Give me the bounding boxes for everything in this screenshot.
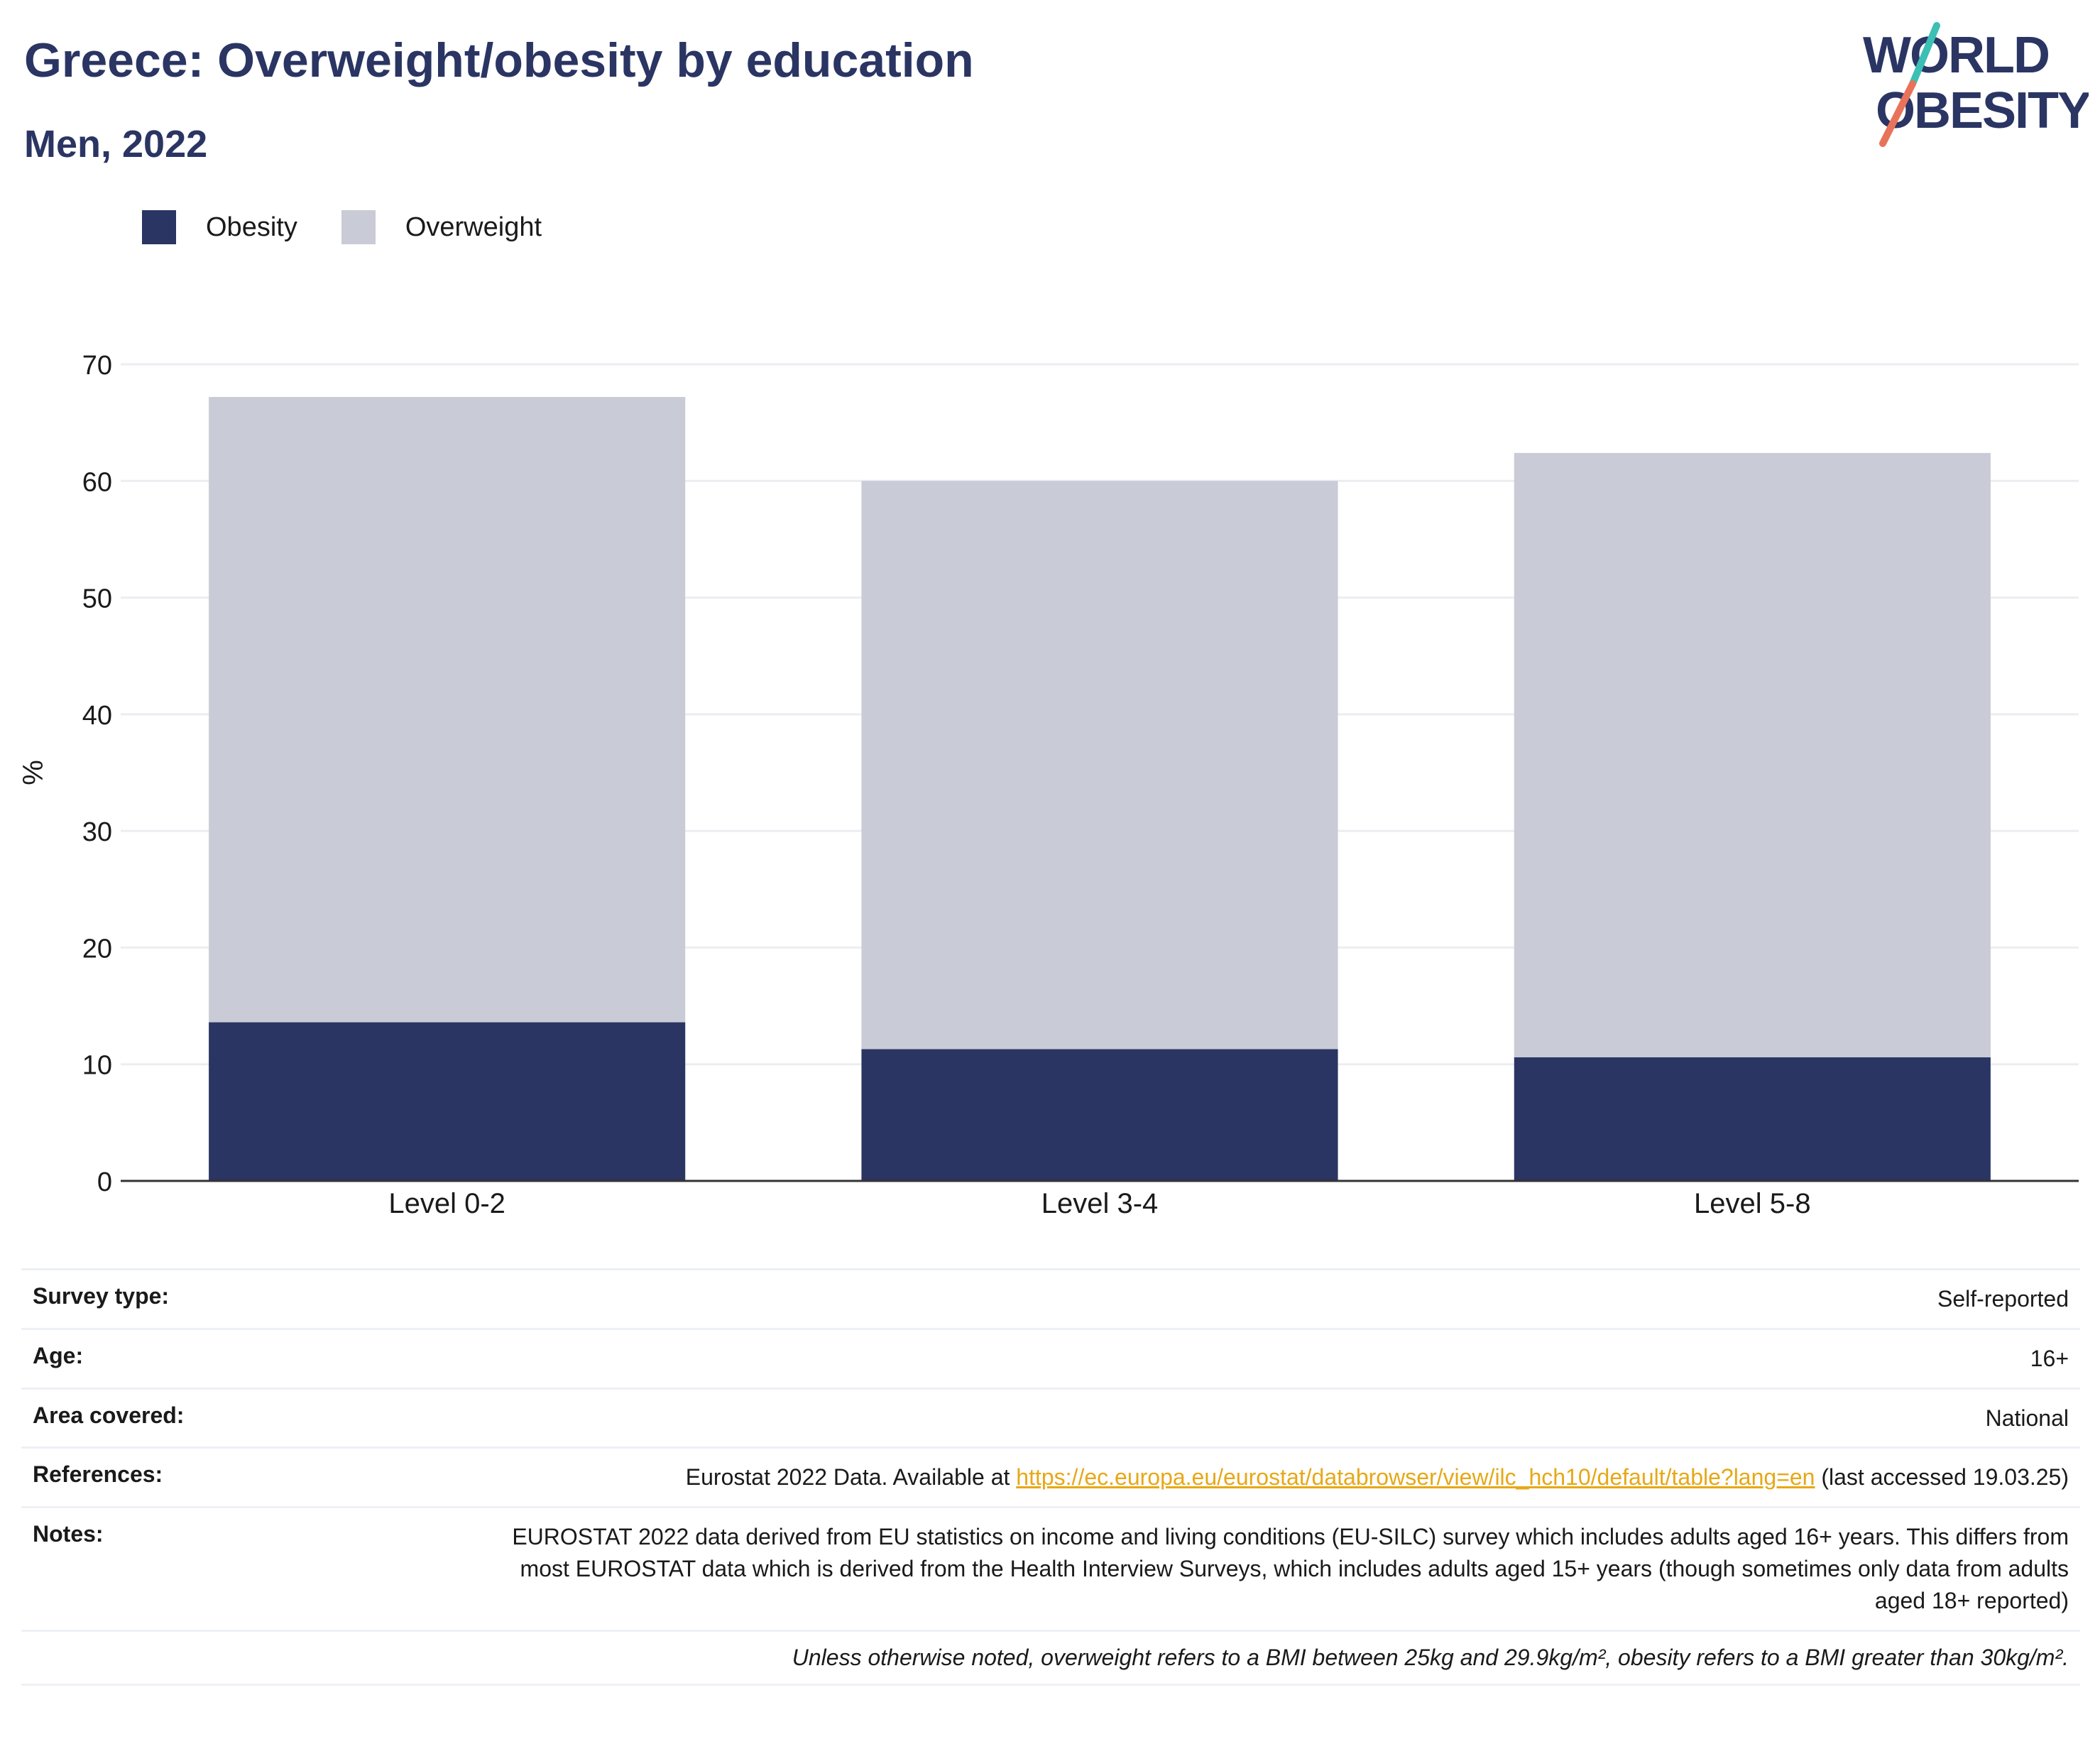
meta-value: Self-reported <box>498 1268 2080 1329</box>
x-tick-label: Level 5-8 <box>1694 1188 1811 1219</box>
meta-label: Notes: <box>21 1506 498 1631</box>
y-tick-label: 0 <box>97 1167 112 1197</box>
bar-obesity-3[interactable] <box>1514 1057 1991 1181</box>
meta-label: Age: <box>21 1327 498 1389</box>
meta-row-references: References: Eurostat 2022 Data. Availabl… <box>21 1446 2080 1508</box>
metadata-table: Survey type: Self-reported Age: 16+ Area… <box>21 1268 2080 1686</box>
meta-label: Area covered: <box>21 1387 498 1448</box>
x-tick-label: Level 3-4 <box>1041 1188 1159 1219</box>
bar-obesity-2[interactable] <box>861 1049 1338 1181</box>
svg-text:WORLD: WORLD <box>1863 27 2049 84</box>
y-tick-label: 40 <box>82 701 112 731</box>
world-obesity-logo: WORLD OBESITY <box>1863 22 2089 147</box>
meta-value: Eurostat 2022 Data. Available at https:/… <box>498 1446 2080 1508</box>
meta-label: Survey type: <box>21 1268 498 1329</box>
bar-overweight-1[interactable] <box>209 397 686 1023</box>
legend-swatch-obesity <box>142 210 176 244</box>
bmi-footnote: Unless otherwise noted, overweight refer… <box>21 1629 2080 1686</box>
meta-row-notes: Notes: EUROSTAT 2022 data derived from E… <box>21 1506 2080 1631</box>
page-title: Greece: Overweight/obesity by education <box>24 33 974 87</box>
meta-row-area: Area covered: National <box>21 1387 2080 1448</box>
y-tick-label: 50 <box>82 584 112 614</box>
legend-item-obesity[interactable]: Obesity <box>142 210 297 244</box>
y-tick-label: 20 <box>82 934 112 964</box>
chart-legend: Obesity Overweight <box>142 210 586 244</box>
bar-overweight-2[interactable] <box>861 481 1338 1050</box>
y-tick-label: 30 <box>82 817 112 847</box>
page-subtitle: Men, 2022 <box>24 123 208 165</box>
meta-label: References: <box>21 1446 498 1508</box>
legend-label-overweight: Overweight <box>405 212 542 242</box>
x-tick-label: Level 0-2 <box>388 1188 505 1219</box>
meta-row-survey-type: Survey type: Self-reported <box>21 1268 2080 1329</box>
meta-value: EUROSTAT 2022 data derived from EU stati… <box>498 1506 2080 1631</box>
references-link[interactable]: https://ec.europa.eu/eurostat/databrowse… <box>1016 1464 1815 1491</box>
meta-value: National <box>498 1387 2080 1448</box>
y-tick-label: 60 <box>82 467 112 497</box>
meta-row-age: Age: 16+ <box>21 1327 2080 1389</box>
y-axis-label: % <box>18 760 49 785</box>
legend-swatch-overweight <box>341 210 376 244</box>
references-prefix: Eurostat 2022 Data. Available at <box>685 1464 1017 1491</box>
legend-label-obesity: Obesity <box>206 212 297 242</box>
references-suffix: (last accessed 19.03.25) <box>1815 1464 2069 1491</box>
bar-obesity-1[interactable] <box>209 1022 686 1181</box>
y-tick-label: 10 <box>82 1051 112 1081</box>
bar-overweight-3[interactable] <box>1514 452 1991 1057</box>
y-tick-label: 70 <box>82 351 112 381</box>
meta-row-footnote: Unless otherwise noted, overweight refer… <box>21 1629 2080 1686</box>
legend-item-overweight[interactable]: Overweight <box>341 210 542 244</box>
stacked-bar-chart: 0 10 20 30 40 50 60 70 Level 0-2 Level 3-4 Level … <box>18 351 2079 1219</box>
meta-value: 16+ <box>498 1327 2080 1389</box>
